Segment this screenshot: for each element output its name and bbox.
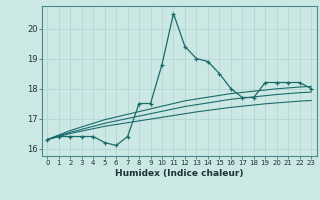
X-axis label: Humidex (Indice chaleur): Humidex (Indice chaleur): [115, 169, 244, 178]
